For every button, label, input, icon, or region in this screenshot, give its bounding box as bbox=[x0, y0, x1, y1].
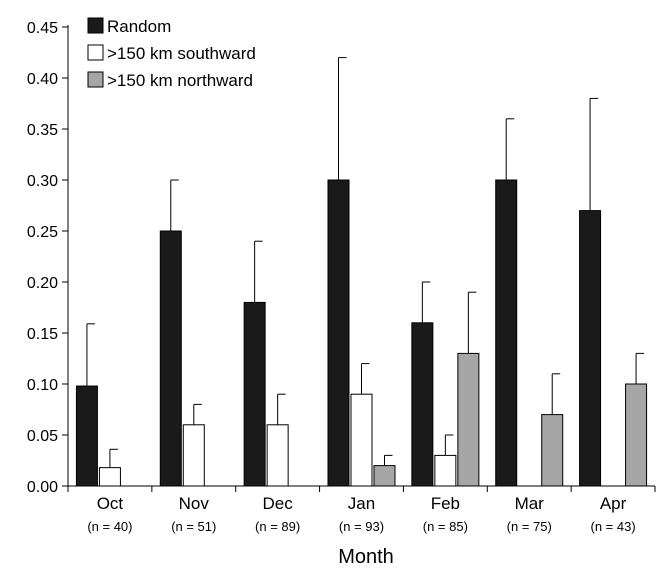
y-axis: 0.00 0.05 0.10 0.15 0.20 0.25 0.30 0.35 0.40 0.45 bbox=[27, 20, 69, 496]
bar bbox=[182, 424, 205, 487]
y-tick-label: 0.45 bbox=[27, 20, 58, 37]
x-category-label: Dec bbox=[263, 494, 294, 513]
bar bbox=[98, 467, 121, 487]
y-tick-label: 0.10 bbox=[27, 377, 58, 394]
x-category-label: Jan bbox=[348, 494, 375, 513]
x-category-label: Mar bbox=[515, 494, 545, 513]
y-tick-label: 0.00 bbox=[27, 479, 58, 496]
sample-size-label: (n = 40) bbox=[87, 519, 132, 534]
x-axis-title: Month bbox=[338, 546, 394, 568]
y-tick-label: 0.35 bbox=[27, 122, 58, 139]
y-tick-label: 0.05 bbox=[27, 428, 58, 445]
sample-size-label: (n = 75) bbox=[507, 519, 552, 534]
legend-label: >150 km northward bbox=[107, 71, 253, 90]
y-tick-label: 0.15 bbox=[27, 326, 58, 343]
bar bbox=[541, 414, 564, 487]
y-tick-label: 0.40 bbox=[27, 71, 58, 88]
sample-size-label: (n = 89) bbox=[255, 519, 300, 534]
x-category-label: Oct bbox=[97, 494, 124, 513]
bar bbox=[159, 230, 182, 487]
bar bbox=[434, 454, 457, 487]
sample-size-label: (n = 93) bbox=[339, 519, 384, 534]
bar bbox=[373, 465, 396, 487]
bar bbox=[495, 179, 518, 487]
legend-label: >150 km southward bbox=[107, 44, 256, 63]
x-category-label: Nov bbox=[179, 494, 210, 513]
y-tick-label: 0.20 bbox=[27, 275, 58, 292]
bar bbox=[411, 322, 434, 487]
bar bbox=[457, 352, 480, 487]
y-tick-label: 0.25 bbox=[27, 224, 58, 241]
sample-size-label: (n = 51) bbox=[171, 519, 216, 534]
y-tick-label: 0.30 bbox=[27, 173, 58, 190]
bar bbox=[243, 301, 266, 487]
x-axis: Oct (n = 40) Nov (n = 51) Dec (n = 89) Jan (n =… bbox=[67, 485, 656, 534]
bar bbox=[579, 210, 602, 487]
bars bbox=[75, 57, 648, 487]
bar bbox=[266, 424, 289, 487]
legend-label: Random bbox=[107, 17, 171, 36]
bar bbox=[350, 393, 373, 487]
x-category-label: Apr bbox=[600, 494, 627, 513]
sample-size-label: (n = 43) bbox=[590, 519, 635, 534]
bar bbox=[625, 383, 648, 487]
legend-swatch bbox=[87, 44, 104, 61]
sample-size-label: (n = 85) bbox=[423, 519, 468, 534]
x-category-label: Feb bbox=[431, 494, 460, 513]
legend-swatch bbox=[87, 71, 104, 88]
legend: Random >150 km southward >150 km northward bbox=[87, 17, 256, 90]
bar bbox=[327, 179, 350, 487]
bar bbox=[75, 385, 98, 487]
legend-swatch bbox=[87, 17, 104, 34]
